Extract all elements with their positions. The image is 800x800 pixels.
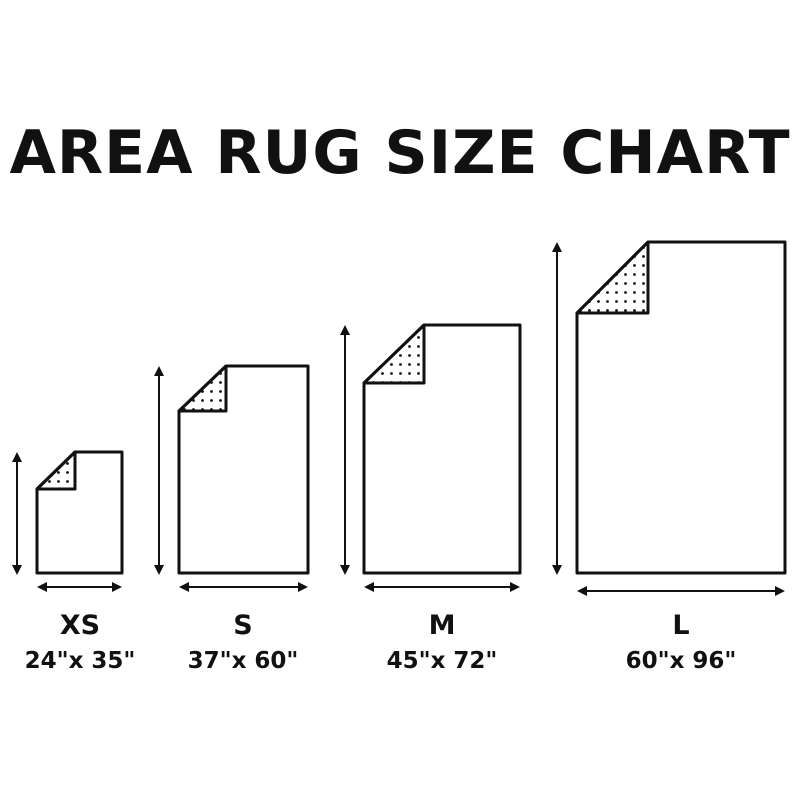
dimensions-label-xs: 24"x 35" <box>24 648 136 674</box>
folded-corner-l <box>575 240 650 315</box>
rug-outline-xs <box>35 450 124 575</box>
chart-title: AREA RUG SIZE CHART <box>9 118 791 188</box>
folded-corner-s <box>177 364 228 413</box>
folded-corner-m <box>362 323 426 385</box>
rug-s <box>154 364 310 592</box>
dimensions-label-l: 60"x 96" <box>625 648 737 674</box>
rug-xs <box>12 450 124 592</box>
rug-l <box>552 240 787 596</box>
size-label-s: S <box>233 610 253 641</box>
size-label-m: M <box>428 610 456 641</box>
size-label-l: L <box>672 610 690 641</box>
rug-m <box>340 323 522 592</box>
dimensions-label-m: 45"x 72" <box>386 648 498 674</box>
dimensions-label-s: 37"x 60" <box>187 648 299 674</box>
folded-corner-xs <box>35 450 77 491</box>
size-label-xs: XS <box>59 610 101 641</box>
